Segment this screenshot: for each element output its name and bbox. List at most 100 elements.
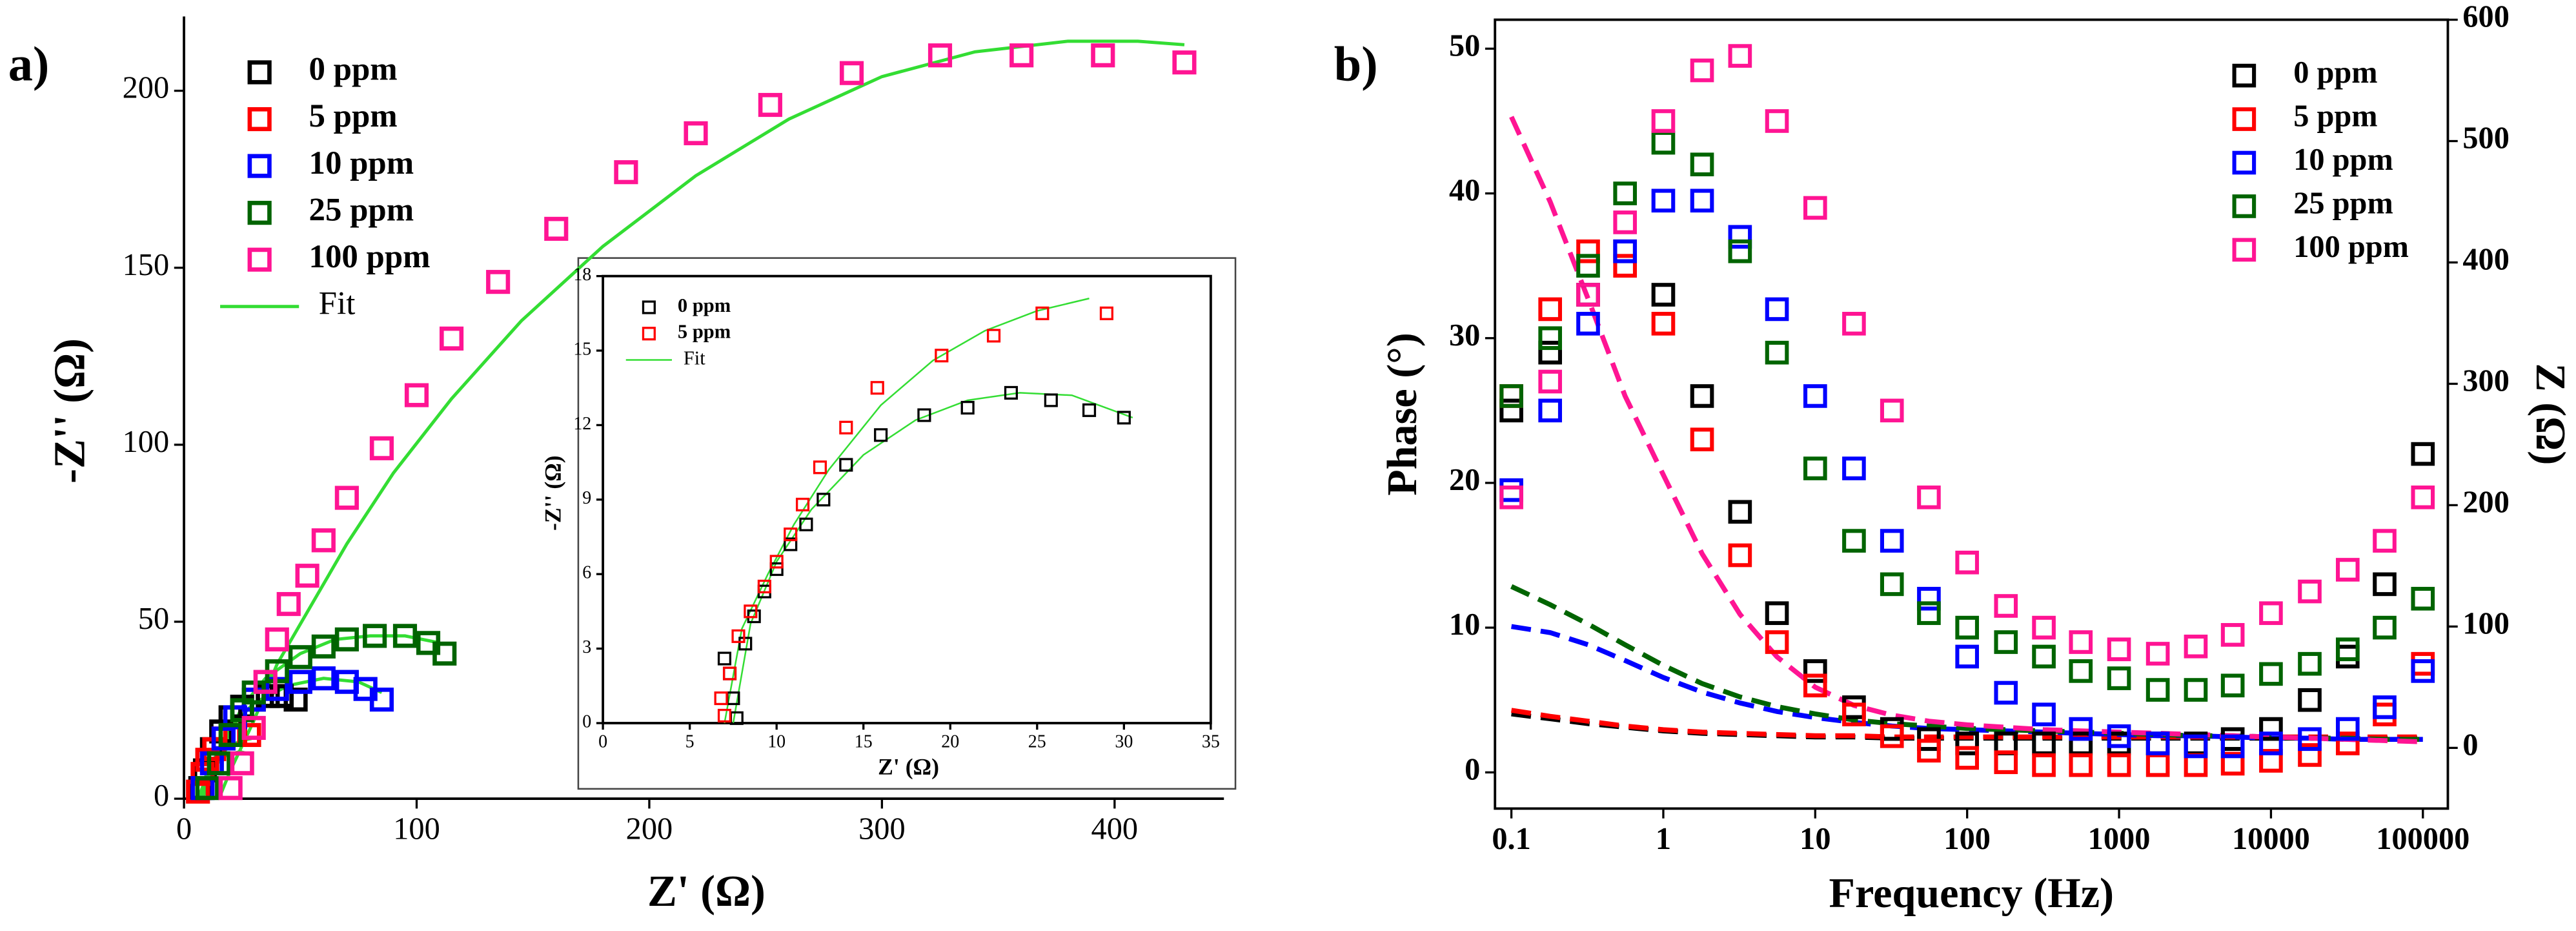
x-tick-label: 400 [1091, 812, 1139, 846]
legend-label: 25 ppm [309, 192, 414, 228]
data-point [207, 751, 231, 775]
data-point [1803, 673, 1827, 698]
data-point [1955, 644, 1980, 669]
data-point [2373, 702, 2397, 726]
data-point [1803, 384, 1827, 408]
data-point [2259, 662, 2283, 686]
data-point [1576, 254, 1600, 278]
data-point [1172, 50, 1197, 75]
legend-marker [247, 247, 272, 272]
data-point [614, 160, 638, 185]
y-axis-label: -Z'' (Ω) [45, 338, 94, 484]
data-point [816, 493, 831, 507]
legend-marker [2232, 107, 2257, 131]
data-point [784, 537, 798, 551]
data-point [392, 624, 418, 648]
data-point [1842, 702, 1866, 726]
data-point [334, 627, 359, 651]
data-point [1955, 746, 1980, 770]
legend-label: 100 ppm [2293, 230, 2409, 264]
data-point [1690, 152, 1714, 177]
data-point [2411, 659, 2435, 683]
data-point [1099, 306, 1113, 320]
data-point [2335, 558, 2360, 582]
legend-label: 0 ppm [678, 294, 731, 316]
data-point [1765, 297, 1789, 322]
data-point [1651, 312, 1676, 336]
legend-marker [642, 300, 656, 314]
data-point [404, 383, 429, 407]
data-point [2107, 753, 2131, 777]
data-point [1803, 196, 1827, 220]
y2-tick-label: 600 [2462, 0, 2510, 34]
y-tick-label: 9 [582, 488, 591, 508]
legend-marker [247, 107, 272, 132]
data-point [1499, 384, 1523, 408]
data-point [2107, 666, 2131, 690]
x-tick-label: 25 [1028, 732, 1046, 752]
x-axis-label: Z' (Ω) [647, 866, 766, 916]
data-point [1842, 529, 1866, 553]
data-point [2032, 732, 2056, 755]
data-point [935, 349, 949, 363]
data-point [1499, 478, 1523, 502]
data-point [1994, 594, 2018, 618]
data-point [1009, 43, 1034, 68]
data-point [744, 604, 758, 619]
legend-label: 5 ppm [2293, 99, 2377, 134]
data-point [738, 637, 753, 651]
data-point [1803, 456, 1827, 480]
y2-tick-label: 0 [2462, 728, 2478, 762]
data-point [2373, 695, 2397, 719]
x-tick-label: 10000 [2232, 822, 2310, 856]
data-point [960, 400, 975, 415]
data-point [917, 408, 931, 422]
data-point [1117, 411, 1131, 425]
x-tick-label: 0 [176, 812, 192, 846]
x-tick-label: 300 [858, 812, 906, 846]
data-point [2298, 688, 2322, 712]
x-tick-label: 20 [941, 732, 959, 752]
data-point [1955, 550, 1980, 575]
legend-marker [247, 154, 272, 178]
data-point [2032, 615, 2056, 640]
data-point [2335, 732, 2360, 755]
data-point [722, 666, 737, 680]
data-point [717, 651, 732, 666]
data-point [2107, 637, 2131, 662]
data-point [1651, 130, 1676, 155]
data-point [2335, 637, 2360, 662]
data-point [241, 715, 266, 741]
data-point [1880, 724, 1904, 748]
data-point [2259, 749, 2283, 773]
x-tick-label: 100000 [2376, 822, 2470, 856]
data-point [2220, 623, 2245, 647]
data-point [2069, 753, 2093, 777]
data-point [2069, 659, 2093, 683]
data-point [1651, 283, 1676, 307]
data-point [2411, 442, 2435, 466]
x-tick-label: 1000 [2088, 822, 2151, 856]
data-point [2184, 734, 2208, 759]
data-point [2032, 644, 2056, 669]
y-tick-label: 100 [123, 425, 170, 459]
data-point [2298, 743, 2322, 767]
legend-marker [2232, 194, 2257, 218]
data-point [1728, 500, 1752, 524]
data-point [2069, 630, 2093, 654]
data-point [2069, 717, 2093, 741]
legend-marker [2232, 63, 2257, 88]
x-tick-label: 30 [1115, 732, 1133, 752]
data-point [2335, 717, 2360, 741]
data-point [2411, 486, 2435, 509]
legend-label: 10 ppm [309, 145, 414, 181]
data-point [839, 458, 853, 472]
data-point [1955, 732, 1980, 755]
data-point [2145, 732, 2170, 755]
data-point [311, 666, 336, 691]
fit-line [724, 298, 1090, 724]
data-point [1994, 630, 2018, 654]
data-point [1576, 239, 1600, 263]
data-point [717, 708, 732, 723]
